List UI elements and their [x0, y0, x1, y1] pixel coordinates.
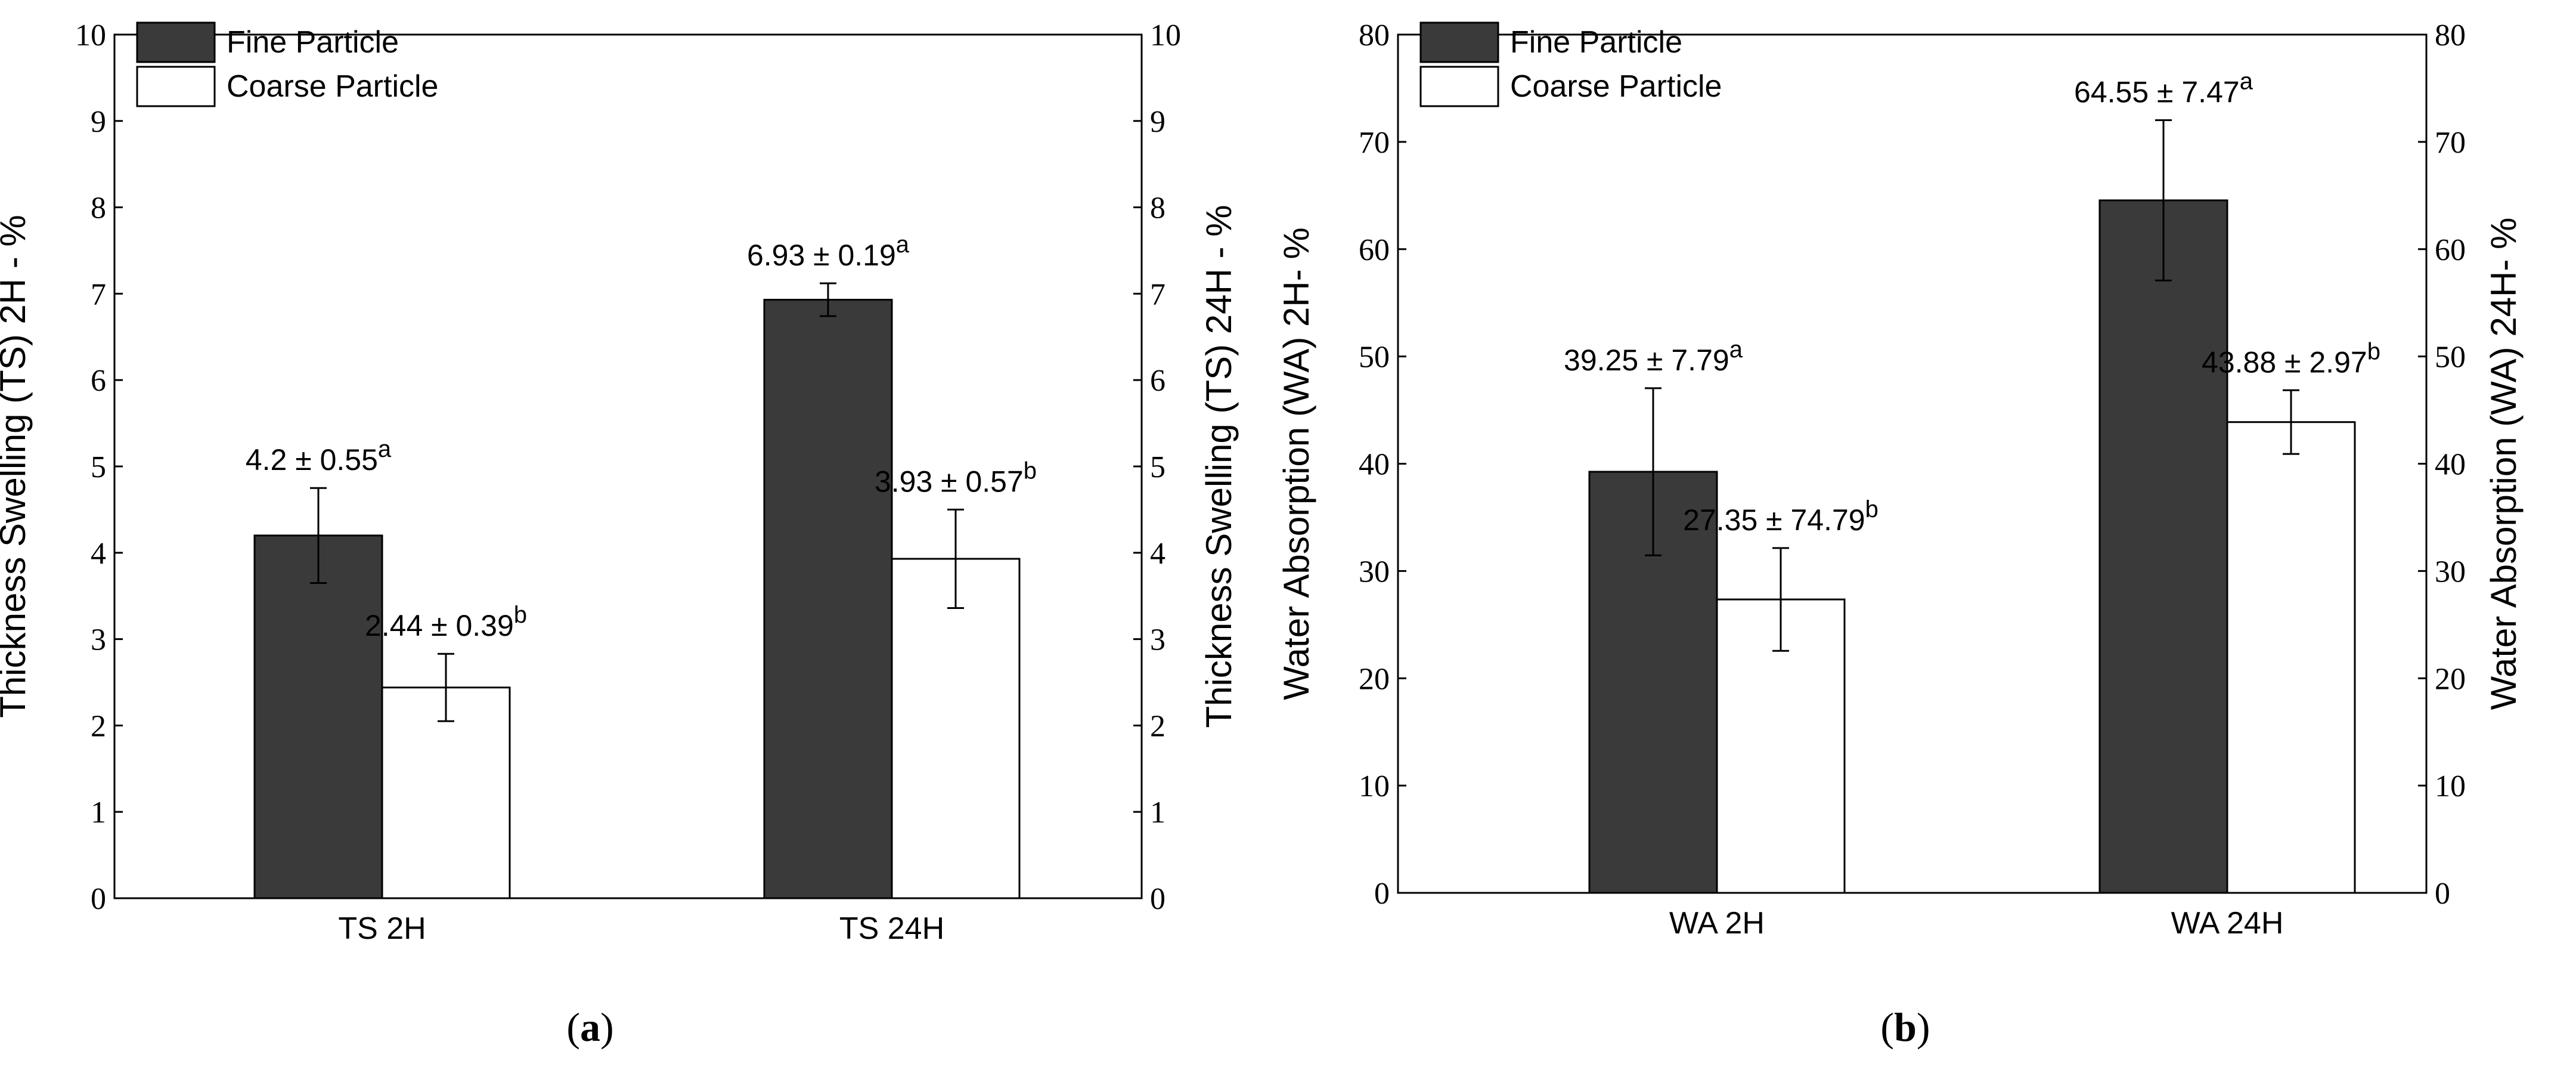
y-axis-label-right: Water Absorption (WA) 24H- % — [2484, 218, 2524, 710]
data-label-value: 39.25 ± 7.79 — [1564, 344, 1729, 377]
data-label: 43.88 ± 2.97b — [2202, 338, 2380, 379]
y-tick-label-right: 70 — [2435, 126, 2466, 160]
y-tick-label-right: 8 — [1150, 191, 1165, 225]
chart-b: 0 0 10 10 20 20 30 30 40 40 50 50 60 60 70 70 80 80 Water … — [1276, 18, 2524, 941]
y-tick-label-right: 7 — [1150, 277, 1165, 311]
legend-swatch-coarse — [136, 66, 216, 107]
y-axis-label-left: Water Absorption (WA) 2H- % — [1276, 227, 1316, 700]
y-tick-label-left: 6 — [91, 364, 106, 398]
data-label-value: 2.44 ± 0.39 — [365, 609, 514, 642]
y-tick-label-right: 20 — [2435, 662, 2466, 696]
y-tick-label-right: 0 — [2435, 877, 2450, 911]
data-label-value: 64.55 ± 7.47 — [2074, 76, 2240, 109]
bar-fine — [763, 299, 893, 899]
data-label-letter: a — [378, 436, 392, 462]
y-tick-label-left: 70 — [1359, 126, 1390, 160]
data-label-letter: a — [1729, 336, 1743, 363]
panel-label-b: (b) — [1880, 1004, 1930, 1050]
y-tick-label-left: 8 — [91, 191, 106, 225]
y-tick-label-right: 9 — [1150, 105, 1165, 139]
y-tick-label-left: 0 — [1374, 877, 1390, 911]
y-tick-label-right: 50 — [2435, 341, 2466, 375]
data-label: 2.44 ± 0.39b — [365, 602, 527, 642]
legend-swatch-coarse — [1419, 66, 1499, 107]
x-tick-label: TS 2H — [338, 911, 426, 946]
y-tick-label-right: 10 — [1150, 18, 1181, 52]
y-tick-label-left: 20 — [1359, 662, 1390, 696]
bar-coarse — [2226, 421, 2356, 894]
y-tick-label-left: 9 — [91, 105, 106, 139]
data-label-value: 43.88 ± 2.97 — [2202, 345, 2367, 379]
data-label-letter: b — [1024, 457, 1037, 484]
data-label-letter: b — [514, 602, 527, 628]
y-tick-label-left: 60 — [1359, 233, 1390, 267]
y-tick-label-left: 50 — [1359, 341, 1390, 375]
bar-coarse — [891, 558, 1021, 899]
y-tick-label-left: 0 — [91, 882, 106, 916]
y-tick-label-right: 60 — [2435, 233, 2466, 267]
y-tick-label-left: 3 — [91, 623, 106, 657]
y-tick-label-right: 6 — [1150, 364, 1165, 398]
data-label-letter: a — [896, 231, 910, 258]
bar-fine — [2098, 199, 2228, 894]
y-tick-label-right: 4 — [1150, 537, 1165, 571]
x-tick-label: TS 24H — [839, 911, 944, 946]
bar-fine — [253, 534, 383, 899]
y-tick-label-right: 3 — [1150, 623, 1165, 657]
data-label-value: 6.93 ± 0.19 — [747, 239, 896, 272]
y-axis-label-right: Thickness Swelling (TS) 24H - % — [1199, 205, 1239, 728]
data-label-value: 3.93 ± 0.57 — [875, 465, 1024, 498]
y-tick-label-left: 1 — [91, 796, 106, 830]
legend-label: Coarse Particle — [1510, 69, 1722, 104]
legend-swatch-fine — [136, 21, 216, 63]
chart-a: 0 0 1 1 2 2 3 3 4 4 5 5 6 6 7 7 8 8 9 9 10 10 Thickness Swelli… — [0, 18, 1239, 946]
y-tick-label-right: 30 — [2435, 555, 2466, 589]
data-label: 4.2 ± 0.55a — [246, 436, 392, 477]
data-label-letter: b — [1865, 496, 1878, 522]
legend-label: Fine Particle — [227, 25, 399, 60]
x-tick-label: WA 24H — [2171, 906, 2284, 941]
data-label-letter: a — [2240, 69, 2253, 95]
x-tick-label: WA 2H — [1669, 906, 1765, 941]
y-tick-label-left: 10 — [1359, 769, 1390, 803]
data-label-value: 4.2 ± 0.55 — [246, 443, 378, 477]
legend-label: Coarse Particle — [227, 69, 438, 104]
y-tick-label-right: 40 — [2435, 448, 2466, 482]
y-tick-label-left: 40 — [1359, 448, 1390, 482]
y-axis-label-left: Thickness Swelling (TS) 2H - % — [0, 215, 33, 718]
y-tick-label-left: 7 — [91, 277, 106, 311]
y-tick-label-left: 5 — [91, 450, 106, 484]
data-label: 39.25 ± 7.79a — [1564, 336, 1743, 377]
data-label: 6.93 ± 0.19a — [747, 231, 910, 272]
data-label-letter: b — [2367, 338, 2380, 364]
y-tick-label-right: 10 — [2435, 769, 2466, 803]
data-label: 27.35 ± 74.79b — [1683, 496, 1878, 537]
data-label: 64.55 ± 7.47a — [2074, 69, 2253, 109]
y-tick-label-left: 4 — [91, 537, 106, 571]
y-tick-label-right: 80 — [2435, 18, 2466, 52]
panel-label-a: (a) — [566, 1004, 613, 1050]
y-tick-label-left: 80 — [1359, 18, 1390, 52]
y-tick-label-left: 30 — [1359, 555, 1390, 589]
bar-coarse — [381, 686, 511, 899]
legend-label: Fine Particle — [1510, 25, 1682, 60]
data-label-value: 27.35 ± 74.79 — [1683, 503, 1865, 537]
y-tick-label-left: 2 — [91, 709, 106, 743]
data-label: 3.93 ± 0.57b — [875, 457, 1037, 498]
y-tick-label-left: 10 — [75, 18, 106, 52]
y-tick-label-right: 5 — [1150, 450, 1165, 484]
y-tick-label-right: 2 — [1150, 709, 1165, 743]
y-tick-label-right: 1 — [1150, 796, 1165, 830]
legend-swatch-fine — [1419, 21, 1499, 63]
y-tick-label-right: 0 — [1150, 882, 1165, 916]
